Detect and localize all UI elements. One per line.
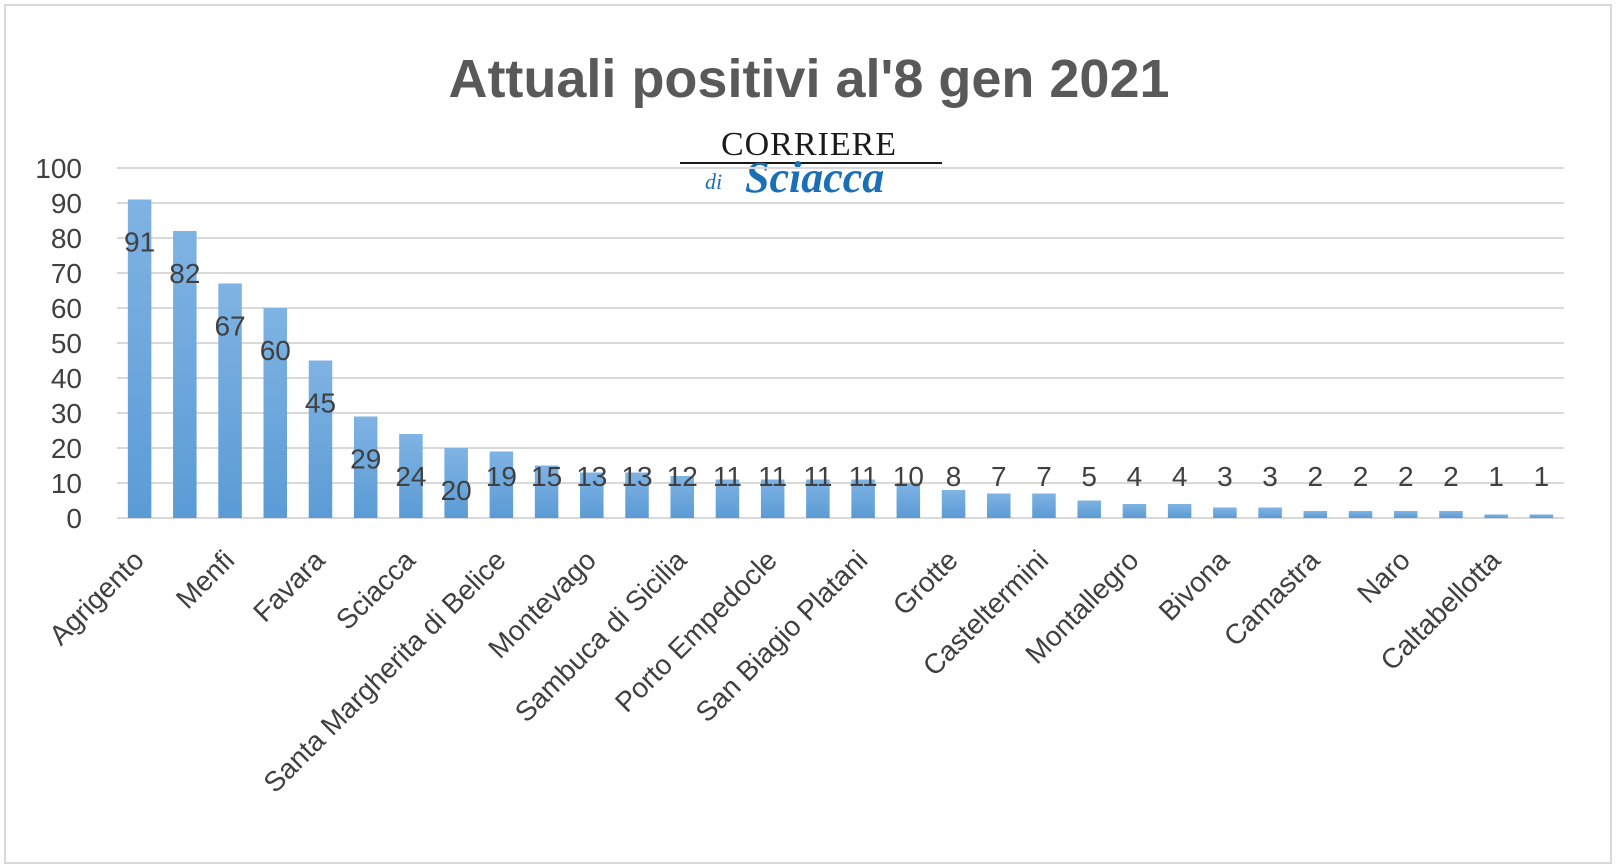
data-label: 24 (395, 461, 426, 492)
bar (625, 472, 649, 518)
bar (941, 490, 966, 518)
data-label: 8 (946, 461, 962, 492)
bar (1484, 514, 1508, 518)
data-label: 11 (713, 461, 742, 492)
bar (987, 493, 1011, 518)
data-label: 3 (1262, 461, 1278, 492)
bar (1077, 500, 1101, 518)
data-label: 29 (350, 444, 381, 475)
gridlines (117, 167, 1564, 519)
bar (1439, 511, 1463, 518)
x-tick-label: Grotte (887, 544, 964, 621)
bar (399, 434, 423, 518)
data-label: 45 (305, 388, 336, 419)
data-label: 7 (991, 461, 1007, 492)
data-label: 60 (260, 335, 291, 366)
data-label: 13 (621, 461, 652, 492)
y-tick-label: 90 (51, 188, 82, 219)
bar (353, 416, 378, 518)
bar (263, 308, 288, 518)
x-tick-label: Favara (247, 544, 331, 628)
bar (173, 231, 197, 518)
data-label: 12 (667, 461, 698, 492)
x-tick-label: Porto Empedocle (609, 544, 783, 718)
y-tick-label: 80 (51, 223, 82, 254)
bar (851, 479, 875, 518)
bar (218, 283, 242, 518)
bar (896, 483, 921, 518)
bar (1303, 511, 1328, 518)
x-tick-label: Naro (1351, 544, 1416, 609)
data-label: 13 (576, 461, 607, 492)
logo: CORRIERE di Sciacca (680, 126, 942, 202)
bar (580, 472, 604, 518)
bar (489, 451, 514, 518)
data-label: 11 (803, 461, 832, 492)
data-label: 2 (1353, 461, 1369, 492)
bar (534, 465, 559, 518)
bar (308, 360, 333, 518)
logo-di: di (705, 169, 722, 194)
logo-sciacca: Sciacca (745, 153, 884, 202)
bar (806, 479, 830, 518)
bar (1213, 507, 1237, 518)
x-tick-label: Sambuca di Sicilia (509, 544, 693, 728)
x-tick-label: Bivona (1153, 544, 1236, 627)
y-tick-label: 0 (66, 503, 82, 534)
data-label: 3 (1217, 461, 1233, 492)
y-tick-label: 30 (51, 398, 82, 429)
data-label: 20 (441, 475, 472, 506)
data-label: 82 (169, 258, 200, 289)
data-label: 1 (1534, 461, 1550, 492)
bar (1393, 511, 1418, 518)
bar (444, 448, 468, 518)
data-label: 91 (124, 227, 155, 258)
y-tick-label: 70 (51, 258, 82, 289)
data-label: 4 (1172, 461, 1188, 492)
bar (670, 476, 694, 518)
bar (1167, 504, 1192, 518)
y-tick-label: 40 (51, 363, 82, 394)
data-label: 2 (1398, 461, 1414, 492)
data-label: 4 (1127, 461, 1143, 492)
bar (1032, 493, 1056, 518)
bar (1348, 511, 1373, 518)
data-label: 2 (1308, 461, 1324, 492)
y-tick-label: 100 (35, 153, 82, 184)
data-label: 5 (1081, 461, 1097, 492)
bars (127, 199, 1554, 518)
bar (1258, 507, 1282, 518)
x-tick-label: San Biagio Platani (690, 544, 874, 728)
data-label: 1 (1488, 461, 1504, 492)
x-tick-label: Menfi (170, 544, 240, 614)
y-tick-label: 60 (51, 293, 82, 324)
data-label: 67 (214, 311, 245, 342)
bar (1122, 504, 1147, 518)
data-label: 7 (1036, 461, 1052, 492)
bar (715, 479, 740, 518)
y-axis: 0 10 20 30 40 50 60 70 80 90 100 (35, 153, 82, 534)
bar (760, 479, 785, 518)
data-label: 10 (893, 461, 924, 492)
data-label: 19 (486, 461, 517, 492)
x-tick-label: Agrigento (43, 544, 150, 651)
x-tick-label: Sciacca (330, 544, 422, 636)
x-tick-label: Camastra (1218, 544, 1326, 652)
logo-corriere: CORRIERE (721, 126, 897, 163)
data-label: 11 (758, 461, 787, 492)
data-label: 11 (849, 461, 878, 492)
data-label: 15 (531, 461, 562, 492)
data-label: 2 (1443, 461, 1459, 492)
chart-title: Attuali positivi al'8 gen 2021 (448, 49, 1169, 109)
bar (1529, 514, 1554, 518)
y-tick-label: 50 (51, 328, 82, 359)
bar (127, 199, 152, 518)
y-tick-label: 10 (51, 468, 82, 499)
y-tick-label: 20 (51, 433, 82, 464)
